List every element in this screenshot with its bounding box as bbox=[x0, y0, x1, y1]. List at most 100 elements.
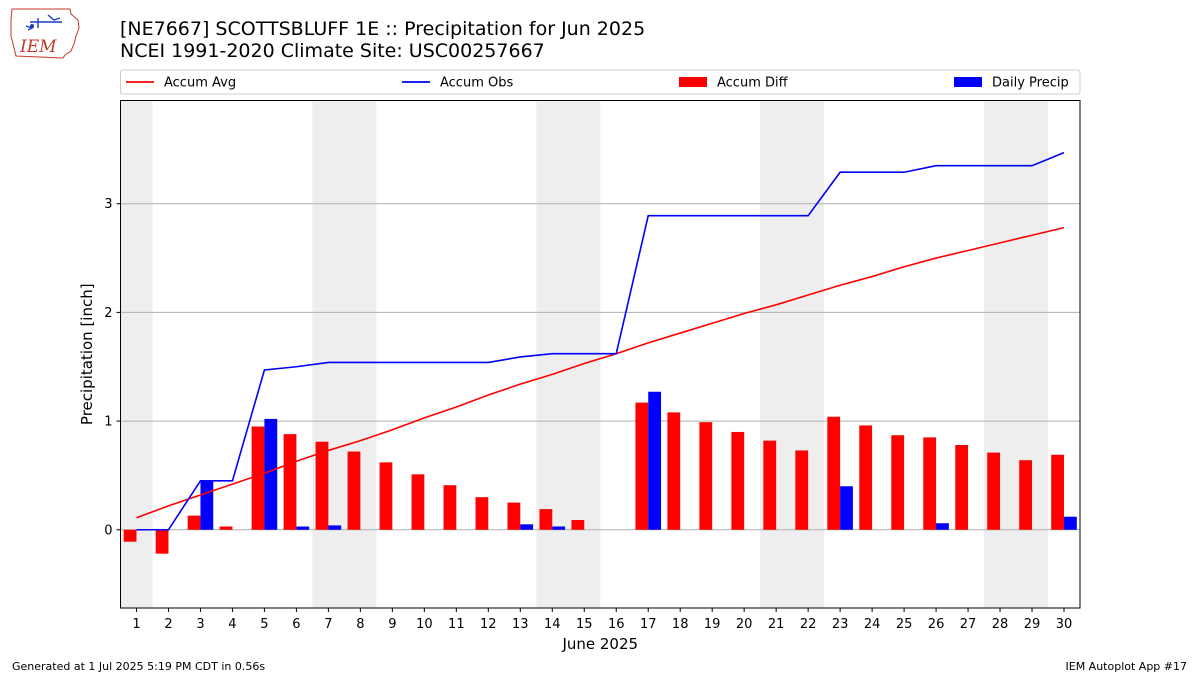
accum-diff-bar bbox=[443, 485, 457, 530]
accum-diff-bar bbox=[1019, 460, 1033, 530]
legend-label: Accum Diff bbox=[717, 76, 789, 91]
accum-diff-bar bbox=[763, 440, 777, 530]
weather-station-icon bbox=[25, 14, 62, 31]
x-tick-label: 29 bbox=[1024, 617, 1041, 632]
daily-precip-bar bbox=[552, 526, 566, 530]
x-tick-label: 11 bbox=[448, 617, 465, 632]
legend-swatch bbox=[679, 77, 707, 87]
accum-diff-bar bbox=[635, 402, 649, 530]
x-tick-label: 23 bbox=[832, 617, 849, 632]
accum-diff-bar bbox=[251, 426, 265, 530]
x-tick-label: 5 bbox=[260, 617, 268, 632]
daily-precip-bar bbox=[936, 523, 949, 530]
chart-subtitle: NCEI 1991-2020 Climate Site: USC00257667 bbox=[120, 40, 545, 62]
bars bbox=[123, 391, 1077, 554]
y-tick-label: 1 bbox=[104, 415, 112, 430]
accum-diff-bar bbox=[379, 462, 393, 530]
footer-app: IEM Autoplot App #17 bbox=[1065, 660, 1188, 673]
x-tick-label: 21 bbox=[768, 617, 785, 632]
weekend-shade bbox=[792, 100, 825, 608]
x-tick-label: 8 bbox=[356, 617, 364, 632]
accum-diff-bar bbox=[315, 441, 329, 530]
accum-diff-bar bbox=[827, 416, 841, 530]
weekend-shade bbox=[760, 100, 793, 608]
y-axis-label: Precipitation [inch] bbox=[78, 283, 96, 425]
x-tick-label: 27 bbox=[960, 617, 977, 632]
x-tick-label: 16 bbox=[608, 617, 625, 632]
accum-diff-bar bbox=[219, 526, 233, 530]
accum-diff-bar bbox=[187, 515, 201, 530]
x-tick-label: 2 bbox=[164, 617, 172, 632]
x-tick-label: 22 bbox=[800, 617, 817, 632]
legend-label: Daily Precip bbox=[992, 76, 1069, 91]
x-tick-label: 20 bbox=[736, 617, 753, 632]
x-tick-label: 14 bbox=[544, 617, 561, 632]
accum-diff-bar bbox=[731, 431, 745, 530]
footer-generated: Generated at 1 Jul 2025 5:19 PM CDT in 0… bbox=[12, 660, 266, 673]
plot-frame bbox=[120, 100, 1081, 609]
accum-diff-bar bbox=[571, 519, 585, 530]
daily-precip-bar bbox=[200, 480, 214, 530]
x-tick-label: 4 bbox=[228, 617, 236, 632]
weekend-shade bbox=[120, 100, 153, 608]
y-tick-label: 2 bbox=[104, 306, 112, 321]
legend-item-accum-diff[interactable]: Accum Diff bbox=[679, 76, 789, 91]
legend[interactable]: Accum Avg Accum Obs Accum Diff Daily Precip bbox=[120, 69, 1081, 95]
daily-precip-bar bbox=[840, 486, 853, 530]
x-axis-label: June 2025 bbox=[561, 635, 638, 653]
x-tick-label: 19 bbox=[704, 617, 721, 632]
daily-precip-bar bbox=[1064, 516, 1077, 530]
accum-diff-bar bbox=[411, 474, 425, 530]
accum-diff-bar bbox=[507, 502, 521, 530]
accum-diff-bar bbox=[475, 497, 489, 530]
x-tick-label: 18 bbox=[672, 617, 689, 632]
x-tick-label: 1 bbox=[132, 617, 140, 632]
accum-diff-bar bbox=[699, 422, 713, 530]
x-tick-label: 7 bbox=[324, 617, 332, 632]
accum-diff-bar bbox=[347, 451, 361, 530]
legend-label: Accum Obs bbox=[440, 76, 513, 91]
legend-item-accum-obs[interactable]: Accum Obs bbox=[402, 76, 513, 91]
accum-diff-bar bbox=[155, 529, 169, 554]
legend-item-accum-avg[interactable]: Accum Avg bbox=[126, 76, 236, 91]
accum-diff-bar bbox=[667, 412, 681, 530]
x-tick-label: 9 bbox=[388, 617, 396, 632]
legend-swatch bbox=[954, 77, 982, 87]
iem-logo: IEM bbox=[10, 8, 80, 59]
accum-diff-bar bbox=[923, 437, 937, 530]
weekend-shade bbox=[984, 100, 1017, 608]
x-tick-label: 17 bbox=[640, 617, 657, 632]
weekend-shade bbox=[312, 100, 345, 608]
y-tick-label: 0 bbox=[104, 523, 112, 538]
x-tick-label: 28 bbox=[992, 617, 1009, 632]
x-tick-label: 26 bbox=[928, 617, 945, 632]
accum-diff-bar bbox=[891, 435, 905, 530]
x-tick-label: 3 bbox=[196, 617, 204, 632]
x-tick-label: 12 bbox=[480, 617, 497, 632]
daily-precip-bar bbox=[296, 526, 310, 530]
x-tick-label: 13 bbox=[512, 617, 529, 632]
daily-precip-bar bbox=[328, 525, 342, 530]
accum-diff-bar bbox=[987, 452, 1001, 530]
accum-diff-bar bbox=[955, 444, 969, 530]
chart-title: [NE7667] SCOTTSBLUFF 1E :: Precipitation… bbox=[120, 18, 646, 40]
daily-precip-bar bbox=[264, 418, 278, 530]
x-tick-label: 30 bbox=[1056, 617, 1073, 632]
accum-diff-bar bbox=[1051, 454, 1065, 530]
daily-precip-bar bbox=[520, 524, 534, 530]
accum-diff-bar bbox=[539, 509, 553, 530]
daily-precip-bar bbox=[648, 391, 662, 530]
accum-diff-bar bbox=[859, 425, 873, 530]
legend-item-daily-precip[interactable]: Daily Precip bbox=[954, 76, 1069, 91]
accum-avg-line bbox=[136, 226, 1065, 519]
weekend-shade bbox=[344, 100, 377, 608]
y-tick-label: 3 bbox=[104, 197, 112, 212]
series-lines bbox=[136, 151, 1065, 531]
accum-diff-bar bbox=[283, 434, 297, 530]
accum-obs-line bbox=[136, 151, 1065, 531]
x-tick-label: 6 bbox=[292, 617, 300, 632]
x-tick-label: 10 bbox=[416, 617, 433, 632]
legend-label: Accum Avg bbox=[164, 76, 236, 91]
x-tick-label: 25 bbox=[896, 617, 913, 632]
